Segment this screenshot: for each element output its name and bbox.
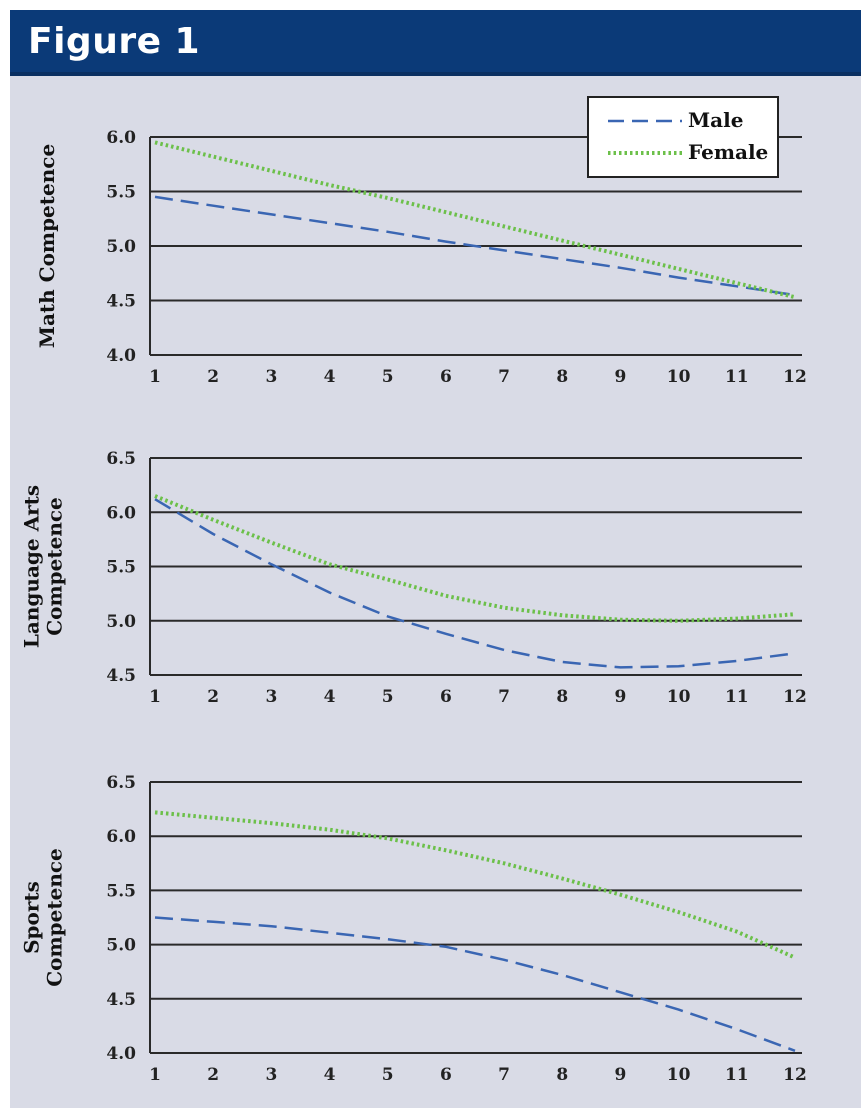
- y-tick-label: 4.5: [106, 666, 136, 686]
- x-tick-label: 5: [382, 1065, 394, 1085]
- x-tick-label: 8: [556, 687, 568, 707]
- series-line-female: [154, 810, 796, 960]
- x-tick-label: 9: [615, 1065, 627, 1085]
- x-tick-label: 5: [382, 687, 394, 707]
- figure-title: Figure 1: [28, 20, 201, 62]
- x-tick-label: 4: [324, 687, 336, 707]
- y-tick-label: 4.5: [106, 292, 136, 312]
- legend-label-male: Male: [688, 108, 743, 132]
- y-tick-label: 4.5: [106, 990, 136, 1010]
- x-tick-label: 3: [265, 367, 277, 387]
- x-tick-label: 8: [556, 367, 568, 387]
- x-tick-label: 10: [667, 687, 691, 707]
- x-tick-label: 2: [207, 1065, 219, 1085]
- x-tick-label: 3: [265, 687, 277, 707]
- x-tick-label: 2: [207, 367, 219, 387]
- x-tick-label: 10: [667, 1065, 691, 1085]
- x-tick-label: 11: [725, 367, 749, 387]
- series-line-male: [154, 916, 796, 1052]
- y-tick-label: 5.0: [106, 237, 136, 257]
- figure-panel: [10, 10, 861, 1108]
- y-tick-label: 5.5: [106, 183, 136, 203]
- x-tick-label: 6: [440, 367, 452, 387]
- y-axis-title: Math Competence: [35, 144, 59, 348]
- y-tick-label: 5.5: [106, 881, 136, 901]
- x-tick-label: 7: [498, 367, 510, 387]
- x-tick-label: 11: [725, 1065, 749, 1085]
- legend-box: [587, 96, 779, 178]
- y-axis-title: Competence: [43, 497, 67, 636]
- x-tick-label: 1: [149, 1065, 161, 1085]
- legend-label-female: Female: [688, 140, 768, 164]
- x-tick-label: 9: [615, 687, 627, 707]
- x-tick-label: 7: [498, 687, 510, 707]
- x-tick-label: 12: [783, 687, 807, 707]
- x-tick-label: 9: [615, 367, 627, 387]
- x-tick-label: 11: [725, 687, 749, 707]
- x-tick-label: 10: [667, 367, 691, 387]
- y-axis-title: Language Arts: [20, 485, 44, 648]
- y-tick-label: 6.0: [106, 827, 136, 847]
- y-tick-label: 4.0: [106, 1044, 136, 1064]
- series-line-female: [154, 494, 796, 623]
- x-tick-label: 1: [149, 687, 161, 707]
- x-tick-label: 12: [783, 367, 807, 387]
- x-tick-label: 6: [440, 1065, 452, 1085]
- x-tick-label: 3: [265, 1065, 277, 1085]
- x-tick-label: 6: [440, 687, 452, 707]
- y-tick-label: 5.0: [106, 936, 136, 956]
- y-tick-label: 6.0: [106, 128, 136, 148]
- x-tick-label: 2: [207, 687, 219, 707]
- y-tick-label: 5.5: [106, 558, 136, 578]
- y-tick-label: 4.0: [106, 346, 136, 366]
- x-tick-label: 8: [556, 1065, 568, 1085]
- x-tick-label: 5: [382, 367, 394, 387]
- y-tick-label: 5.0: [106, 612, 136, 632]
- x-tick-label: 1: [149, 367, 161, 387]
- y-tick-label: 6.5: [106, 449, 136, 469]
- x-tick-label: 4: [324, 367, 336, 387]
- y-tick-label: 6.0: [106, 503, 136, 523]
- x-tick-label: 12: [783, 1065, 807, 1085]
- y-tick-label: 6.5: [106, 773, 136, 793]
- figure-header: Figure 1: [10, 10, 861, 76]
- series-line-male: [154, 498, 796, 669]
- y-axis-title: Sports: [20, 881, 44, 954]
- x-tick-label: 4: [324, 1065, 336, 1085]
- series-line-male: [154, 195, 796, 297]
- x-tick-label: 7: [498, 1065, 510, 1085]
- y-axis-title: Competence: [43, 848, 67, 987]
